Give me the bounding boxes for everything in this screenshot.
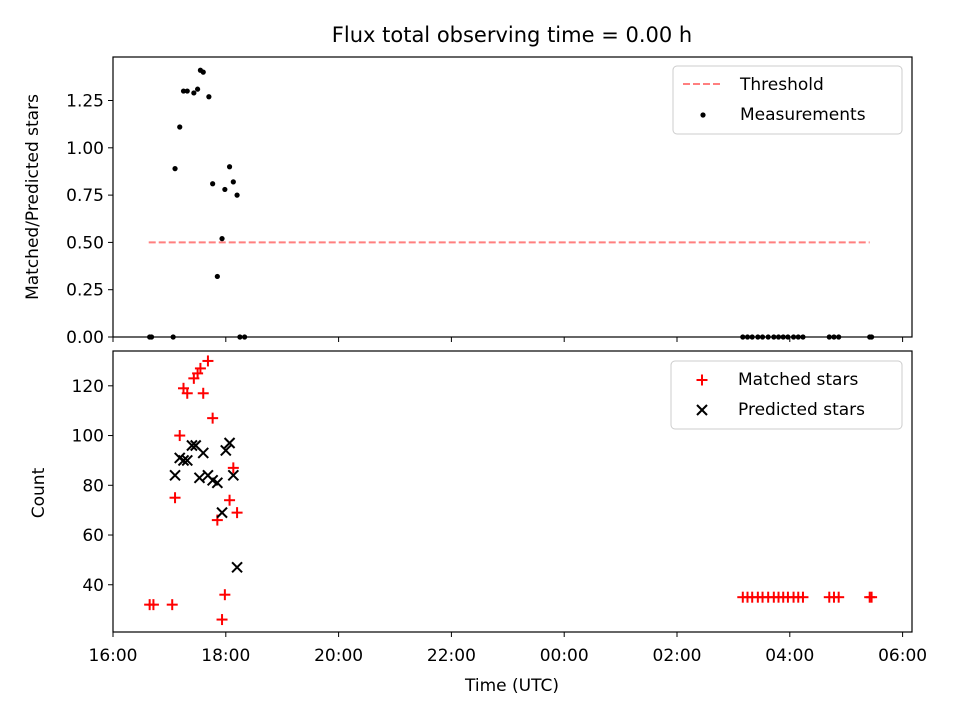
bottom-y-ticks: 40 60 80 100 120 bbox=[72, 377, 113, 596]
measurement-point bbox=[230, 179, 236, 185]
predicted-star-point bbox=[181, 454, 193, 467]
matched-legend-marker bbox=[696, 374, 708, 386]
top-x-ticks bbox=[112, 337, 904, 342]
top-plot-area bbox=[147, 67, 875, 340]
bottom-y-tick-label: 40 bbox=[82, 576, 104, 596]
measurement-point bbox=[210, 181, 216, 187]
matched-star-point bbox=[866, 591, 878, 603]
top-y-tick-label: 0.25 bbox=[66, 281, 104, 301]
predicted-star-point bbox=[220, 444, 232, 457]
top-y-tick-label: 0.75 bbox=[66, 186, 104, 206]
measurement-point bbox=[222, 186, 228, 193]
top-legend-box bbox=[672, 65, 903, 135]
bottom-plot-area bbox=[144, 355, 878, 626]
matched-stars-legend-swatch bbox=[696, 374, 708, 386]
x-tick-label: 16:00 bbox=[89, 646, 138, 666]
bottom-legend-box bbox=[670, 360, 903, 430]
predicted-star-point bbox=[211, 477, 224, 489]
matched-star-point bbox=[147, 599, 159, 611]
bottom-axes-frame bbox=[112, 350, 913, 633]
bottom-panel: 40 60 80 100 120 16:00 18:00 20:00 22:00 00:00 02… bbox=[29, 350, 927, 696]
x-tick-label: 06:00 bbox=[878, 646, 927, 666]
top-y-tick-label: 1.25 bbox=[66, 92, 104, 112]
predicted-star-point bbox=[231, 561, 243, 574]
x-tick-label: 18:00 bbox=[201, 646, 250, 666]
bottom-y-axis-label: Count bbox=[29, 467, 49, 518]
x-tick-label: 04:00 bbox=[765, 646, 814, 666]
top-y-tick-label: 1.00 bbox=[66, 139, 104, 159]
measurement-point bbox=[214, 273, 220, 280]
matched-stars-legend-label: Matched stars bbox=[738, 370, 858, 390]
predicted-star-point bbox=[197, 447, 209, 459]
bottom-y-tick-label: 80 bbox=[82, 476, 104, 496]
predicted-stars-legend-label: Predicted stars bbox=[738, 400, 865, 420]
bottom-x-ticks: 16:00 18:00 20:00 22:00 00:00 02:00 04:00 06:00 bbox=[89, 632, 927, 666]
threshold-legend-label: Threshold bbox=[739, 75, 824, 95]
predicted-star-point bbox=[223, 437, 236, 449]
measurement-point bbox=[226, 164, 233, 170]
matched-star-point bbox=[231, 507, 243, 519]
predicted-star-point bbox=[227, 469, 240, 482]
measurement-point bbox=[172, 166, 178, 172]
measurement-point bbox=[200, 69, 206, 75]
measurements-legend-swatch bbox=[700, 112, 706, 118]
matched-star-point bbox=[169, 492, 181, 504]
matched-star-point bbox=[166, 599, 178, 611]
top-axes-frame bbox=[112, 56, 913, 338]
matched-star-point bbox=[797, 591, 809, 603]
x-axis-label: Time (UTC) bbox=[464, 676, 559, 696]
matched-star-point bbox=[194, 362, 206, 374]
bottom-y-tick-label: 100 bbox=[72, 427, 104, 447]
predicted-star-point bbox=[216, 506, 228, 519]
predicted-star-point bbox=[169, 469, 181, 482]
predicted-star-point bbox=[186, 439, 198, 452]
top-y-ticks: 0.00 0.25 0.50 0.75 1.00 1.25 bbox=[66, 92, 113, 348]
matched-star-point bbox=[202, 355, 214, 367]
measurement-point bbox=[206, 94, 212, 100]
predicted-star-point bbox=[177, 454, 190, 467]
top-y-tick-label: 0.50 bbox=[66, 233, 104, 253]
bottom-y-tick-label: 120 bbox=[72, 377, 104, 397]
matched-star-point bbox=[216, 614, 228, 626]
predicted-star-point bbox=[193, 472, 206, 484]
matched-star-point bbox=[227, 462, 239, 474]
top-y-axis-label: Matched/Predicted stars bbox=[23, 94, 43, 300]
matched-star-point bbox=[219, 589, 231, 601]
measurement-point bbox=[219, 236, 225, 242]
top-y-tick-label: 0.00 bbox=[66, 328, 104, 348]
matched-star-point bbox=[174, 430, 186, 442]
measurement-point bbox=[177, 124, 183, 130]
x-tick-label: 20:00 bbox=[314, 646, 363, 666]
top-panel: 0.00 0.25 0.50 0.75 1.00 1.25 Matched/Predict… bbox=[23, 56, 913, 348]
measurement-point bbox=[184, 88, 190, 94]
measurement-point bbox=[180, 88, 187, 94]
figure-title: Flux total observing time = 0.00 h bbox=[332, 23, 692, 47]
predicted-stars-legend-swatch bbox=[696, 404, 708, 416]
predicted-legend-marker bbox=[696, 404, 708, 416]
bottom-legend: Matched stars Predicted stars bbox=[670, 360, 903, 430]
matched-star-point bbox=[181, 387, 193, 399]
matched-star-point bbox=[833, 591, 845, 603]
x-tick-label: 00:00 bbox=[540, 646, 589, 666]
matched-star-point bbox=[207, 412, 219, 424]
measurements-legend-label: Measurements bbox=[740, 105, 866, 125]
measurement-point bbox=[195, 86, 201, 92]
x-tick-label: 22:00 bbox=[427, 646, 476, 666]
top-legend: Threshold Measurements bbox=[672, 65, 903, 135]
x-tick-label: 02:00 bbox=[653, 646, 702, 666]
bottom-y-tick-label: 60 bbox=[82, 526, 104, 546]
matched-star-point bbox=[197, 387, 209, 399]
measurement-point bbox=[234, 192, 240, 198]
matched-star-point bbox=[224, 494, 236, 506]
measurement-point bbox=[191, 90, 197, 96]
